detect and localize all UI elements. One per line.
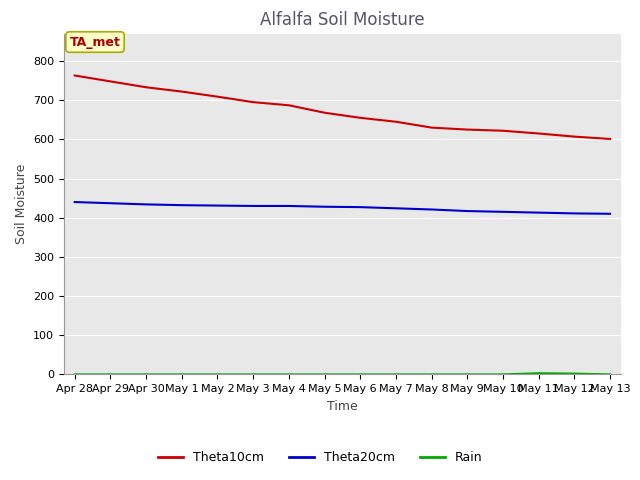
Theta10cm — [285, 102, 292, 108]
Line: Rain: Rain — [75, 373, 610, 374]
Theta20cm — [499, 209, 507, 215]
Rain — [356, 372, 364, 377]
Theta10cm — [499, 128, 507, 133]
Theta20cm — [106, 200, 114, 206]
Line: Theta20cm: Theta20cm — [75, 202, 610, 214]
Theta20cm — [570, 211, 578, 216]
Rain — [178, 372, 186, 377]
Rain — [142, 372, 150, 377]
Rain — [250, 372, 257, 377]
Theta10cm — [214, 94, 221, 99]
Rain — [285, 372, 292, 377]
Rain — [463, 372, 471, 377]
Theta10cm — [178, 89, 186, 95]
Theta20cm — [321, 204, 328, 210]
Theta20cm — [356, 204, 364, 210]
Theta10cm — [356, 115, 364, 120]
Theta20cm — [71, 199, 79, 205]
Theta20cm — [142, 202, 150, 207]
Theta10cm — [606, 136, 614, 142]
Theta20cm — [214, 203, 221, 208]
Theta10cm — [106, 79, 114, 84]
Theta20cm — [606, 211, 614, 216]
Theta10cm — [428, 125, 435, 131]
Theta10cm — [71, 72, 79, 78]
Theta10cm — [250, 99, 257, 105]
Rain — [214, 372, 221, 377]
Line: Theta10cm: Theta10cm — [75, 75, 610, 139]
Theta10cm — [463, 127, 471, 132]
Rain — [535, 371, 543, 376]
Rain — [499, 372, 507, 377]
Theta20cm — [535, 210, 543, 216]
Text: TA_met: TA_met — [70, 36, 120, 48]
Theta20cm — [392, 205, 400, 211]
Title: Alfalfa Soil Moisture: Alfalfa Soil Moisture — [260, 11, 425, 29]
Rain — [71, 372, 79, 377]
Rain — [428, 372, 435, 377]
Rain — [106, 372, 114, 377]
Rain — [606, 372, 614, 377]
Rain — [392, 372, 400, 377]
Theta20cm — [285, 203, 292, 209]
X-axis label: Time: Time — [327, 400, 358, 413]
Theta10cm — [321, 110, 328, 116]
Rain — [321, 372, 328, 377]
Theta10cm — [535, 131, 543, 136]
Legend: Theta10cm, Theta20cm, Rain: Theta10cm, Theta20cm, Rain — [153, 446, 487, 469]
Theta20cm — [250, 203, 257, 209]
Theta20cm — [428, 206, 435, 212]
Theta10cm — [392, 119, 400, 125]
Rain — [570, 371, 578, 376]
Theta10cm — [142, 84, 150, 90]
Theta20cm — [178, 202, 186, 208]
Theta20cm — [463, 208, 471, 214]
Theta10cm — [570, 134, 578, 140]
Y-axis label: Soil Moisture: Soil Moisture — [15, 164, 28, 244]
